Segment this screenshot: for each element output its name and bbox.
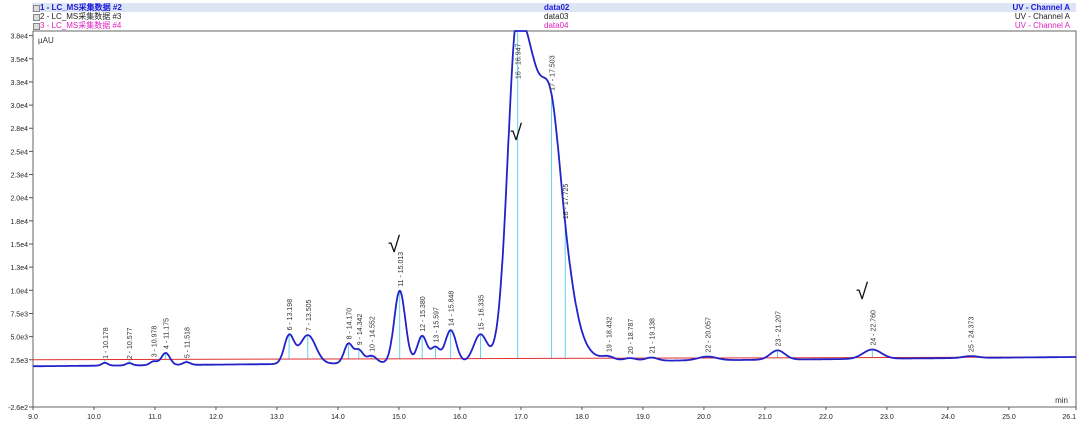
x-tick-label: 14.0: [331, 414, 345, 421]
peak-label: 25 - 24.373: [969, 317, 976, 353]
y-tick-label: 2.0e4: [10, 196, 28, 203]
y-tick-label: -2.6e2: [8, 405, 28, 412]
check-mark-2: √: [510, 120, 523, 145]
plot-area: [32, 30, 1077, 408]
peak-label: 8 - 14.170: [346, 308, 353, 340]
y-tick-label: 2.5e4: [10, 149, 28, 156]
legend-row-2[interactable]: 2 - LC_MS采集数据 #3 data03 UV - Channel A: [32, 12, 1076, 21]
legend-dataset-1: data02: [544, 3, 570, 12]
x-tick-label: 9.0: [28, 414, 38, 421]
legend-name-3: 3 - LC_MS采集数据 #4: [40, 21, 122, 30]
peak-labels: 1 - 10.178 2 - 10.577 3 - 10.978 4 - 11.175…: [103, 43, 976, 359]
y-tick-label: 2.3e4: [10, 173, 28, 180]
x-tick-label: 17.0: [514, 414, 528, 421]
integration-baseline: [32, 356, 1077, 361]
peak-label: 10 - 14.552: [370, 316, 377, 352]
x-axis-label: min: [1055, 396, 1068, 405]
peak-label: 6 - 13.198: [287, 299, 294, 331]
legend-channel-2: UV - Channel A: [1014, 12, 1070, 21]
y-tick-label: 3.3e4: [10, 80, 28, 87]
peak-label: 16 - 16.947: [516, 43, 523, 79]
y-tick-label: 1.5e4: [10, 242, 28, 249]
x-tick-label: 10.0: [87, 414, 101, 421]
legend-channel-1: UV - Channel A: [1012, 3, 1070, 12]
y-axis-label: µAU: [38, 36, 54, 45]
peak-label: 18 - 17.725: [563, 184, 570, 220]
y-tick-label: 3.8e4: [10, 34, 28, 41]
x-tick-label: 21.0: [758, 414, 772, 421]
peak-label: 5 - 11.518: [185, 327, 192, 358]
legend-name-2: 2 - LC_MS采集数据 #3: [40, 12, 122, 21]
y-tick-label: 2.5e3: [10, 358, 28, 365]
x-tick-label: 25.0: [1002, 414, 1016, 421]
peak-label: 2 - 10.577: [127, 327, 134, 359]
check-mark-3: √: [856, 279, 869, 304]
y-tick-label: 3.0e4: [10, 103, 28, 110]
y-axis: -2.6e2 2.5e3 5.0e3 7.5e3 1.0e4 1.3e4 1.5e4 1.8e…: [8, 34, 33, 412]
y-tick-label: 2.8e4: [10, 126, 28, 133]
peak-label: 23 - 21.207: [776, 311, 783, 347]
peak-label: 17 - 17.503: [550, 55, 557, 91]
traces: [32, 30, 1076, 368]
peak-label: 1 - 10.178: [103, 327, 110, 359]
x-tick-label: 11.0: [148, 414, 161, 421]
peak-label: 20 - 18.787: [628, 319, 635, 355]
legend-name-1: 1 - LC_MS采集数据 #2: [40, 3, 122, 12]
legend-dataset-2: data03: [544, 12, 569, 21]
x-tick-label: 20.0: [697, 414, 711, 421]
peak-label: 24 - 22.760: [870, 310, 877, 346]
peak-label: 3 - 10.978: [152, 326, 159, 358]
x-tick-label: 24.0: [941, 414, 955, 421]
x-tick-label: 13.0: [270, 414, 284, 421]
x-axis: 9.0 10.0 11.0 12.0 13.0 14.0 15.0 16.0 17.0 18.0 1…: [28, 407, 1077, 421]
check-mark-1: √: [388, 232, 401, 257]
legend-row-3[interactable]: 3 - LC_MS采集数据 #4 data04 UV - Channel A: [32, 21, 1076, 30]
x-tick-label: 22.0: [819, 414, 833, 421]
x-tick-label: 19.0: [636, 414, 650, 421]
peak-label: 19 - 18.432: [606, 316, 613, 352]
x-tick-label: 16.0: [453, 414, 467, 421]
legend-channel-3: UV - Channel A: [1014, 21, 1070, 30]
legend-swatch-2: [33, 14, 40, 21]
peak-label: 14 - 15.848: [449, 291, 456, 327]
peak-label: 4 - 11.175: [164, 318, 171, 349]
x-tick-label: 15.0: [392, 414, 406, 421]
y-tick-label: 1.0e4: [10, 288, 28, 295]
peak-label: 7 - 13.505: [306, 299, 313, 331]
y-tick-label: 3.5e4: [10, 57, 28, 64]
peak-label: 22 - 20.057: [705, 317, 712, 353]
trace-series-1: [32, 30, 1076, 368]
legend-swatch-1: [33, 5, 40, 12]
x-tick-label: 18.0: [575, 414, 589, 421]
peak-label: 12 - 15.380: [420, 296, 427, 332]
legend-dataset-3: data04: [544, 21, 569, 30]
legend-swatch-3: [33, 23, 40, 30]
y-tick-label: 5.0e3: [10, 335, 28, 342]
peak-label: 15 - 16.335: [478, 295, 485, 331]
x-tick-label: 23.0: [880, 414, 894, 421]
y-tick-label: 1.3e4: [10, 265, 28, 272]
x-tick-label: 12.0: [209, 414, 223, 421]
peak-label: 11 - 15.013: [398, 252, 405, 287]
legend-row-1[interactable]: 1 - LC_MS采集数据 #2 data02 UV - Channel A: [32, 3, 1076, 12]
y-tick-label: 7.5e3: [10, 311, 28, 318]
x-tick-label: 26.1: [1062, 414, 1076, 421]
peak-label: 9 - 14.342: [357, 314, 364, 346]
peak-label: 13 - 15.597: [433, 307, 440, 343]
y-tick-label: 1.8e4: [10, 219, 28, 226]
peak-markers: [104, 31, 972, 364]
peak-label: 21 - 19.138: [649, 318, 656, 354]
